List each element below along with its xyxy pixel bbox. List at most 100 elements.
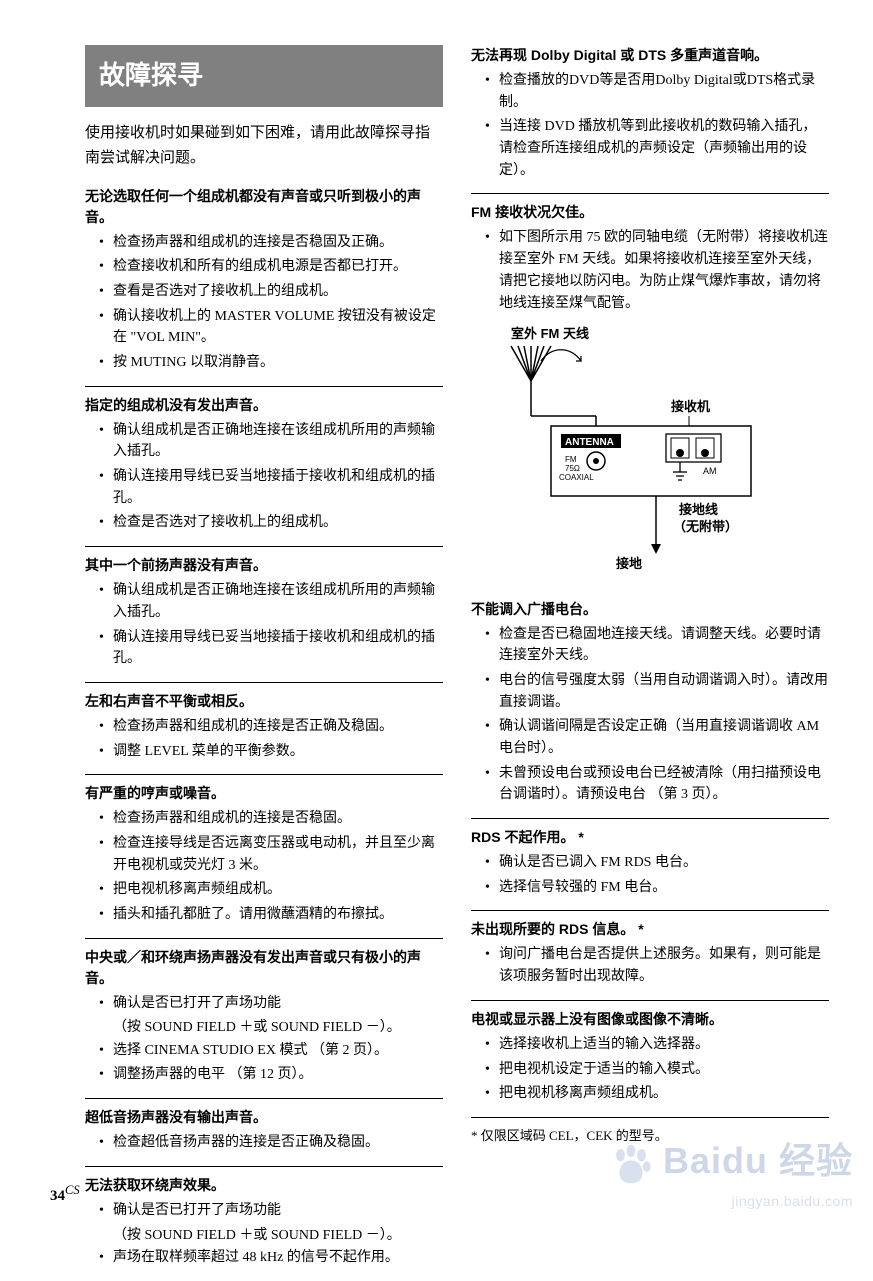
section: RDS 不起作用。 * 确认是否已调入 FM RDS 电台。选择信号较强的 FM … [471, 827, 829, 898]
bullet-item: 确认连接用导线已妥当地接插于接收机和组成机的插孔。 [99, 627, 443, 670]
bullet-list: 确认组成机是否正确地连接在该组成机所用的声频输入插孔。确认连接用导线已妥当地接插… [85, 420, 443, 534]
section-heading: 电视或显示器上没有图像或图像不清晰。 [471, 1009, 829, 1030]
bullet-item: 选择 CINEMA STUDIO EX 模式 （第 2 页）。 [99, 1040, 443, 1062]
intro-text: 使用接收机时如果碰到如下困难，请用此故障探寻指南尝试解决问题。 [85, 121, 443, 172]
section: 其中一个前扬声器没有声音。确认组成机是否正确地连接在该组成机所用的声频输入插孔。… [85, 555, 443, 670]
bullet-item: 未曾预设电台或预设电台已经被清除（用扫描预设电台调谐时）。请预设电台 （第 3 … [485, 763, 829, 806]
section-heading: 中央或／和环绕声扬声器没有发出声音或只有极小的声音。 [85, 947, 443, 989]
section-rule [471, 1117, 829, 1118]
bullet-item: 确认调谐间隔是否设定正确（当用直接调谐调收 AM 电台时）。 [485, 716, 829, 759]
bullet-item: 按 MUTING 以取消静音。 [99, 352, 443, 374]
diagram-label-ground: 接地 [616, 556, 642, 571]
section-rule [85, 938, 443, 939]
bullet-list: 检查扬声器和组成机的连接是否正确及稳固。调整 LEVEL 菜单的平衡参数。 [85, 716, 443, 762]
section: 中央或／和环绕声扬声器没有发出声音或只有极小的声音。确认是否已打开了声场功能（按… [85, 947, 443, 1086]
section-rule [85, 1166, 443, 1167]
section-rule [85, 682, 443, 683]
bullet-item: 把电视机移离声频组成机。 [485, 1083, 829, 1105]
bullet-item: 检查扬声器和组成机的连接是否稳固。 [99, 808, 443, 830]
section-heading: 无法再现 Dolby Digital 或 DTS 多重声道音响。 [471, 45, 829, 66]
diagram-label-notincl: （无附带） [673, 519, 738, 534]
paw-icon [610, 1143, 652, 1185]
bullet-item: 如下图所示用 75 欧的同轴电缆（无附带）将接收机连接至室外 FM 天线。如果将… [485, 227, 829, 314]
section: 电视或显示器上没有图像或图像不清晰。选择接收机上适当的输入选择器。把电视机设定于… [471, 1009, 829, 1105]
bullet-item: 声场在取样频率超过 48 kHz 的信号不起作用。 [99, 1247, 443, 1269]
section: 未出现所要的 RDS 信息。 * 询问广播电台是否提供上述服务。如果有，则可能是该… [471, 919, 829, 987]
bullet-list: 检查是否已稳固地连接天线。请调整天线。必要时请连接室外天线。电台的信号强度太弱（… [471, 624, 829, 807]
diagram-label-antenna: ANTENNA [565, 437, 614, 448]
diagram-label-coax: COAXIAL [559, 473, 594, 482]
section: 无法再现 Dolby Digital 或 DTS 多重声道音响。检查播放的DVD… [471, 45, 829, 181]
sub-line: （按 SOUND FIELD ＋或 SOUND FIELD －）。 [99, 1017, 443, 1039]
diagram-label-am: AM [703, 466, 717, 476]
bullet-item: 电台的信号强度太弱（当用自动调谐调入时）。请改用直接调谐。 [485, 670, 829, 713]
section: 有严重的哼声或噪音。检查扬声器和组成机的连接是否稳固。检查连接导线是否远离变压器… [85, 783, 443, 925]
section-heading: 其中一个前扬声器没有声音。 [85, 555, 443, 576]
bullet-item: 选择信号较强的 FM 电台。 [485, 877, 829, 899]
bullet-item: 查看是否选对了接收机上的组成机。 [99, 281, 443, 303]
section: 超低音扬声器没有输出声音。检查超低音扬声器的连接是否正确及稳固。 [85, 1107, 443, 1154]
section-heading: 无论选取任何一个组成机都没有声音或只听到极小的声音。 [85, 186, 443, 228]
bullet-item: 检查接收机和所有的组成机电源是否都已打开。 [99, 256, 443, 278]
bullet-item: 调整扬声器的电平 （第 12 页）。 [99, 1064, 443, 1086]
section: 无论选取任何一个组成机都没有声音或只听到极小的声音。检查扬声器和组成机的连接是否… [85, 186, 443, 374]
bullet-item: 当连接 DVD 播放机等到此接收机的数码输入插孔，请检查所连接组成机的声频设定（… [485, 116, 829, 181]
page-number: 34CS [50, 1180, 80, 1208]
bullet-item: 检查超低音扬声器的连接是否正确及稳固。 [99, 1132, 443, 1154]
section-rule [85, 1098, 443, 1099]
bullet-item: 检查连接导线是否远离变压器或电动机，并且至少离开电视机或荧光灯 3 米。 [99, 833, 443, 876]
diagram-label-outdoor: 室外 FM 天线 [511, 326, 589, 341]
bullet-item: 确认组成机是否正确地连接在该组成机所用的声频输入插孔。 [99, 420, 443, 463]
section-rule [85, 546, 443, 547]
bullet-item: 检查扬声器和组成机的连接是否稳固及正确。 [99, 232, 443, 254]
watermark: Baidu 经验 jingyan.baidu.com [610, 1132, 853, 1212]
bullet-list: 询问广播电台是否提供上述服务。如果有，则可能是该项服务暂时出现故障。 [471, 944, 829, 987]
section-heading: 无法获取环绕声效果。 [85, 1175, 443, 1196]
diagram-label-75: 75Ω [565, 464, 580, 473]
section-heading: RDS 不起作用。 * [471, 827, 829, 848]
watermark-main: Baidu 经验 [610, 1132, 853, 1190]
section: 不能调入广播电台。检查是否已稳固地连接天线。请调整天线。必要时请连接室外天线。电… [471, 599, 829, 807]
bullet-item: 确认连接用导线已妥当地接插于接收机和组成机的插孔。 [99, 466, 443, 509]
bullet-item: 选择接收机上适当的输入选择器。 [485, 1034, 829, 1056]
diagram-label-groundwire: 接地线 [679, 502, 718, 517]
page-title: 故障探寻 [85, 45, 443, 107]
left-column: 故障探寻 使用接收机时如果碰到如下困难，请用此故障探寻指南尝试解决问题。 无论选… [85, 45, 443, 1281]
bullet-list: 检查扬声器和组成机的连接是否稳固。检查连接导线是否远离变压器或电动机，并且至少离… [85, 808, 443, 925]
bullet-item: 检查是否选对了接收机上的组成机。 [99, 512, 443, 534]
bullet-list: 确认是否已打开了声场功能（按 SOUND FIELD ＋或 SOUND FIEL… [85, 993, 443, 1086]
bullet-list: 检查扬声器和组成机的连接是否稳固及正确。检查接收机和所有的组成机电源是否都已打开… [85, 232, 443, 374]
section: 左和右声音不平衡或相反。检查扬声器和组成机的连接是否正确及稳固。调整 LEVEL… [85, 691, 443, 762]
right-column: 无法再现 Dolby Digital 或 DTS 多重声道音响。检查播放的DVD… [471, 45, 829, 1281]
bullet-item: 确认是否已调入 FM RDS 电台。 [485, 852, 829, 874]
section-heading: 未出现所要的 RDS 信息。 * [471, 919, 829, 940]
bullet-item: 检查播放的DVD等是否用Dolby Digital或DTS格式录制。 [485, 70, 829, 113]
bullet-item: 把电视机设定于适当的输入模式。 [485, 1059, 829, 1081]
section-rule [85, 774, 443, 775]
bullet-item: 插头和插孔都脏了。请用微蘸酒精的布擦拭。 [99, 904, 443, 926]
section-rule [85, 386, 443, 387]
section: FM 接收状况欠佳。如下图所示用 75 欧的同轴电缆（无附带）将接收机连接至室外… [471, 202, 829, 314]
section-heading: 超低音扬声器没有输出声音。 [85, 1107, 443, 1128]
sub-line: （按 SOUND FIELD ＋或 SOUND FIELD －）。 [99, 1225, 443, 1247]
section-heading: 指定的组成机没有发出声音。 [85, 395, 443, 416]
bullet-list: 确认是否已打开了声场功能 （按 SOUND FIELD ＋或 SOUND FIEL… [85, 1200, 443, 1269]
diagram-label-receiver: 接收机 [671, 399, 710, 414]
bullet-list: 确认组成机是否正确地连接在该组成机所用的声频输入插孔。确认连接用导线已妥当地接插… [85, 580, 443, 670]
bullet-list: 确认是否已调入 FM RDS 电台。选择信号较强的 FM 电台。 [471, 852, 829, 898]
bullet-item: 确认是否已打开了声场功能 [99, 1200, 443, 1222]
bullet-list: 选择接收机上适当的输入选择器。把电视机设定于适当的输入模式。把电视机移离声频组成… [471, 1034, 829, 1105]
bullet-list: 如下图所示用 75 欧的同轴电缆（无附带）将接收机连接至室外 FM 天线。如果将… [471, 227, 829, 314]
section-heading: 左和右声音不平衡或相反。 [85, 691, 443, 712]
section-heading: FM 接收状况欠佳。 [471, 202, 829, 223]
diagram-label-fm: FM [565, 455, 577, 464]
bullet-item: 把电视机移离声频组成机。 [99, 879, 443, 901]
bullet-item: 调整 LEVEL 菜单的平衡参数。 [99, 741, 443, 763]
antenna-diagram: 室外 FM 天线 接收机 [481, 326, 829, 584]
bullet-list: 检查播放的DVD等是否用Dolby Digital或DTS格式录制。当连接 DV… [471, 70, 829, 181]
section-rule [471, 1000, 829, 1001]
bullet-item: 检查是否已稳固地连接天线。请调整天线。必要时请连接室外天线。 [485, 624, 829, 667]
section: 无法获取环绕声效果。确认是否已打开了声场功能 （按 SOUND FIELD ＋或 … [85, 1175, 443, 1269]
section-rule [471, 193, 829, 194]
section-heading: 不能调入广播电台。 [471, 599, 829, 620]
